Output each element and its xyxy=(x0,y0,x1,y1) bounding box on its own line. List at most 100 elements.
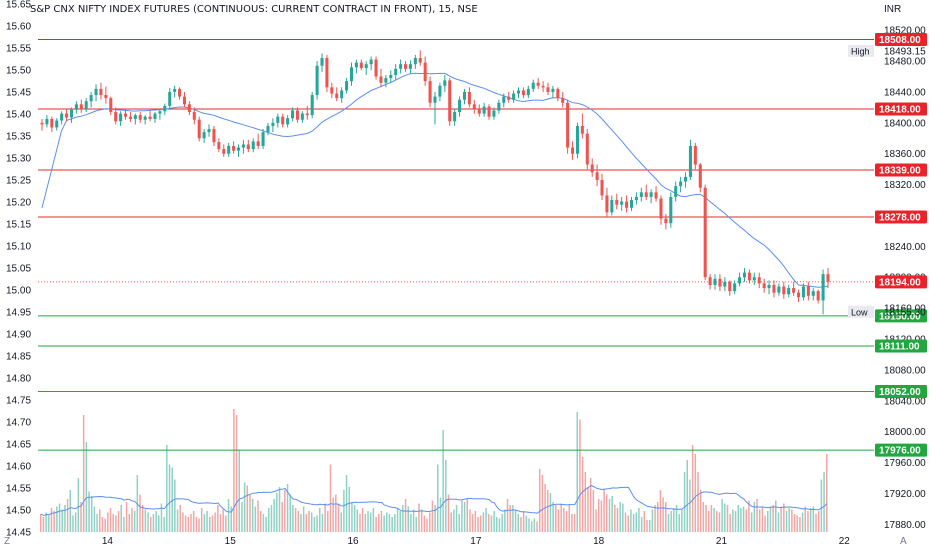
candle-body[interactable] xyxy=(428,81,432,103)
candle-body[interactable] xyxy=(821,274,825,301)
candle-body[interactable] xyxy=(526,88,530,96)
candle-body[interactable] xyxy=(541,85,545,88)
candle-body[interactable] xyxy=(94,88,98,96)
candle-body[interactable] xyxy=(792,288,796,293)
candle-body[interactable] xyxy=(40,122,44,125)
candle-body[interactable] xyxy=(291,110,295,119)
candle-body[interactable] xyxy=(404,64,408,69)
candle-body[interactable] xyxy=(256,141,260,147)
candle-body[interactable] xyxy=(492,110,496,117)
candle-body[interactable] xyxy=(109,98,113,113)
candle-body[interactable] xyxy=(394,68,398,75)
candle-body[interactable] xyxy=(60,113,64,121)
candle-body[interactable] xyxy=(202,132,206,139)
candle-body[interactable] xyxy=(521,90,525,96)
candle-body[interactable] xyxy=(408,64,412,69)
candle-body[interactable] xyxy=(379,76,383,83)
candle-body[interactable] xyxy=(571,147,575,154)
candle-body[interactable] xyxy=(236,147,241,151)
candle-body[interactable] xyxy=(74,104,78,110)
candle-body[interactable] xyxy=(580,125,584,134)
candle-body[interactable] xyxy=(192,112,196,120)
candle-body[interactable] xyxy=(575,125,579,154)
candle-body[interactable] xyxy=(241,144,245,148)
candle-body[interactable] xyxy=(536,82,540,86)
candle-body[interactable] xyxy=(89,95,93,102)
candle-body[interactable] xyxy=(659,198,663,219)
candle-body[interactable] xyxy=(340,90,344,99)
candle-body[interactable] xyxy=(369,59,373,65)
candle-body[interactable] xyxy=(644,192,648,197)
candle-body[interactable] xyxy=(585,133,589,165)
candle-body[interactable] xyxy=(688,146,692,177)
candle-body[interactable] xyxy=(84,101,88,109)
candle-body[interactable] xyxy=(546,87,550,92)
candle-body[interactable] xyxy=(207,129,211,133)
candle-body[interactable] xyxy=(423,62,427,82)
candle-body[interactable] xyxy=(615,200,619,205)
candle-body[interactable] xyxy=(364,64,368,69)
candle-body[interactable] xyxy=(747,272,751,281)
candle-body[interactable] xyxy=(610,200,614,213)
candle-body[interactable] xyxy=(733,283,737,292)
candle-body[interactable] xyxy=(713,278,717,285)
candle-body[interactable] xyxy=(222,149,226,154)
candle-body[interactable] xyxy=(55,120,59,128)
candle-body[interactable] xyxy=(261,132,265,147)
candle-body[interactable] xyxy=(531,82,535,89)
candle-body[interactable] xyxy=(50,118,54,128)
candle-body[interactable] xyxy=(187,104,191,113)
candle-body[interactable] xyxy=(787,288,791,295)
candle-body[interactable] xyxy=(276,116,280,123)
candle-body[interactable] xyxy=(433,96,437,103)
candle-body[interactable] xyxy=(816,291,820,301)
candle-body[interactable] xyxy=(197,119,201,139)
candle-body[interactable] xyxy=(123,113,128,117)
candle-body[interactable] xyxy=(718,278,722,287)
candle-body[interactable] xyxy=(467,91,471,105)
candle-body[interactable] xyxy=(335,93,339,99)
candle-body[interactable] xyxy=(300,113,304,120)
candle-body[interactable] xyxy=(472,104,476,109)
candle-body[interactable] xyxy=(69,109,73,118)
candle-body[interactable] xyxy=(266,125,270,133)
candle-body[interactable] xyxy=(143,116,147,120)
candle-body[interactable] xyxy=(516,90,521,94)
candle-body[interactable] xyxy=(310,95,314,116)
candle-body[interactable] xyxy=(669,196,673,224)
candle-body[interactable] xyxy=(119,113,123,122)
candle-body[interactable] xyxy=(443,80,447,86)
candle-body[interactable] xyxy=(497,102,501,111)
candle-body[interactable] xyxy=(232,146,236,151)
candle-body[interactable] xyxy=(777,286,781,293)
candle-body[interactable] xyxy=(227,146,231,154)
candle-body[interactable] xyxy=(772,284,776,293)
candle-body[interactable] xyxy=(448,80,452,122)
candle-body[interactable] xyxy=(556,88,560,99)
candle-body[interactable] xyxy=(384,78,388,83)
candle-body[interactable] xyxy=(389,74,393,79)
candle-body[interactable] xyxy=(114,112,118,122)
candle-body[interactable] xyxy=(305,113,309,116)
candle-body[interactable] xyxy=(104,95,108,99)
candle-body[interactable] xyxy=(684,176,688,182)
candle-body[interactable] xyxy=(826,274,830,282)
candle-body[interactable] xyxy=(551,88,555,92)
candle-body[interactable] xyxy=(693,146,697,165)
candle-body[interactable] xyxy=(349,67,354,82)
candle-body[interactable] xyxy=(45,118,49,125)
candle-body[interactable] xyxy=(453,112,457,122)
candle-body[interactable] xyxy=(320,58,324,66)
candle-body[interactable] xyxy=(79,104,83,109)
candle-body[interactable] xyxy=(251,141,255,150)
candle-body[interactable] xyxy=(600,179,604,196)
candle-body[interactable] xyxy=(153,113,157,119)
candle-body[interactable] xyxy=(359,62,363,69)
candle-body[interactable] xyxy=(625,201,629,208)
candle-body[interactable] xyxy=(629,200,634,208)
candle-body[interactable] xyxy=(595,172,599,180)
candle-body[interactable] xyxy=(752,277,756,281)
candle-body[interactable] xyxy=(65,113,69,118)
candle-body[interactable] xyxy=(708,277,712,285)
candle-body[interactable] xyxy=(811,291,815,296)
